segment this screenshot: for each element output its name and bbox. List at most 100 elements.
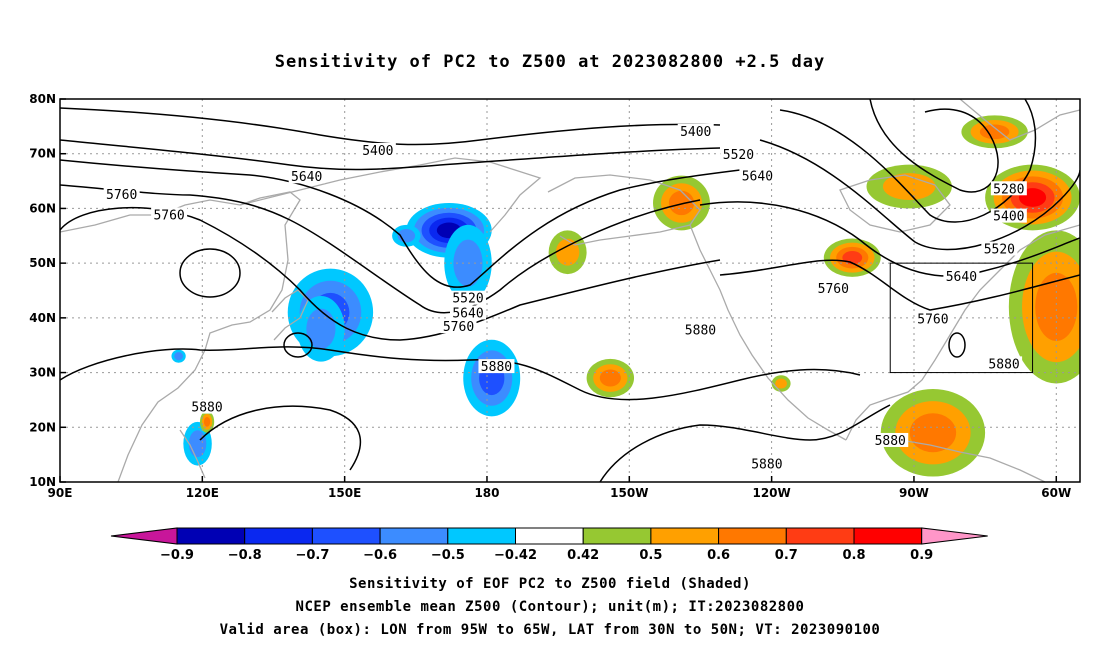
contour-label-16: 5880 [988, 357, 1019, 372]
contour-label-21: 5520 [984, 242, 1015, 257]
colorbar-label-10: 0.8 [842, 548, 865, 563]
coastline-philippines [179, 429, 206, 479]
colorbar-swatch-9 [785, 527, 855, 545]
lon-tick-label-3: 180 [474, 486, 499, 500]
contour-5400-east [779, 99, 1037, 223]
contour-label-bg-14 [914, 311, 951, 326]
contour-label-bg-8 [450, 305, 486, 320]
contour-label-1: 5400 [680, 125, 711, 140]
contour-5880 [60, 346, 861, 401]
sensitivity-patch-14-level-2 [979, 124, 1010, 140]
contour-label-11: 5880 [685, 323, 716, 338]
lon-tick-label-7: 60W [1041, 486, 1071, 500]
coastline-south-america [899, 439, 1046, 482]
contour-label-15: 5880 [191, 401, 222, 416]
colorbar-swatch-5 [515, 527, 584, 545]
coastline-japan [271, 289, 309, 341]
footer-line-1: Sensitivity of EOF PC2 to Z500 field (Sh… [349, 576, 751, 592]
figure-title: Sensitivity of PC2 to Z500 at 2023082800… [275, 52, 826, 72]
contour-5520-east [759, 139, 1080, 251]
sensitivity-patch-9-level-2 [599, 369, 621, 387]
colorbar-label-2: −0.7 [295, 548, 329, 563]
coastline-alaska [547, 174, 701, 246]
colorbar-left-triangle [110, 527, 178, 545]
coastline-greenland [959, 99, 1080, 141]
contour-label-bg-18 [748, 456, 785, 471]
colorbar-label-7: 0.5 [639, 548, 662, 563]
colorbar-label-0: −0.9 [160, 548, 194, 563]
sensitivity-patch-7-level-1 [555, 238, 580, 266]
contour-label-bg-10 [478, 359, 515, 374]
contour-label-3: 5640 [291, 170, 322, 185]
contour-label-0: 5400 [362, 144, 393, 159]
lat-tick-label-4: 50N [29, 256, 56, 270]
contour-label-bg-1 [677, 123, 714, 138]
sensitivity-patch-11-level-2 [909, 413, 957, 453]
contour-label-18: 5880 [751, 457, 782, 472]
contour-label-bg-4 [739, 168, 776, 183]
footer-line-3: Valid area (box): LON from 95W to 65W, L… [220, 622, 881, 638]
colorbar-swatch-2 [311, 527, 381, 545]
coastline-siberia [239, 157, 542, 233]
contour-label-bg-6 [151, 207, 188, 222]
colorbar-label-9: 0.7 [775, 548, 798, 563]
colorbar-label-5: −0.42 [494, 548, 537, 563]
contour-label-bg-15 [189, 399, 226, 414]
contour-label-bg-21 [981, 241, 1018, 256]
contour-5520-top [60, 139, 721, 171]
sensitivity-patch-17-level-1 [174, 352, 183, 361]
contour-5880-pacific [599, 404, 891, 482]
colorbar-swatch-0 [176, 527, 246, 545]
axis-ticks: 90E 120E 150E 180 150W 120W 90W 60W 10N 20N 30N 40N… [29, 92, 1071, 500]
colorbar-swatch-4 [447, 527, 516, 545]
colorbar-label-6: 0.42 [567, 548, 599, 563]
colorbar-label-11: 0.9 [910, 548, 933, 563]
lon-tick-label-2: 150E [328, 486, 361, 500]
contour-5280 [869, 99, 999, 193]
footer-line-2: NCEP ensemble mean Z500 (Contour); unit(… [296, 599, 805, 615]
coastline-hudson [839, 174, 951, 233]
contour-label-bg-20 [990, 208, 1027, 223]
sensitivity-patch-5-level-1 [188, 430, 207, 458]
lon-tick-label-6: 90W [899, 486, 929, 500]
coastline-north-america-west [689, 224, 847, 441]
sensitivity-patch-6-level-2 [203, 416, 211, 427]
contour-label-bg-2 [720, 146, 757, 161]
lat-tick-label-5: 60N [29, 201, 56, 215]
map-frame [59, 98, 1081, 483]
contour-label-4: 5640 [742, 170, 773, 185]
contour-label-7: 5520 [452, 292, 483, 307]
contour-label-bg-19 [990, 181, 1027, 196]
contour-label-2: 5520 [723, 148, 754, 163]
contour-5760-top [60, 184, 701, 314]
contour-label-5: 5760 [106, 188, 137, 203]
contour-5880-south [199, 405, 361, 471]
contour-label-bg-5 [103, 186, 140, 201]
sensitivity-shading [171, 115, 1080, 477]
lat-tick-label-6: 70N [29, 147, 56, 161]
colorbar-label-4: −0.5 [431, 548, 465, 563]
contour-label-8: 5640 [452, 306, 483, 321]
contour-label-bg-11 [682, 322, 719, 337]
colorbar-swatch-3 [379, 527, 449, 545]
contour-label-bg-3 [288, 169, 325, 184]
contour-label-20: 5400 [993, 210, 1024, 225]
contour-5400-top [60, 107, 721, 146]
contour-5640-east [699, 201, 1080, 277]
coastline-asia [60, 191, 301, 482]
contour-5760-east [719, 259, 1080, 311]
lat-tick-label-0: 10N [29, 475, 56, 489]
contour-low-center [179, 248, 241, 298]
colorbar-swatch-10 [853, 527, 923, 545]
contour-label-bg-13 [943, 268, 980, 283]
contour-label-9: 5760 [443, 320, 474, 335]
lat-tick-label-7: 80N [29, 92, 56, 106]
contour-label-17: 5880 [875, 434, 906, 449]
contour-label-13: 5640 [946, 270, 977, 285]
colorbar-label-1: −0.8 [228, 548, 262, 563]
colorbar-label-8: 0.6 [707, 548, 730, 563]
colorbar-swatch-7 [650, 527, 720, 545]
